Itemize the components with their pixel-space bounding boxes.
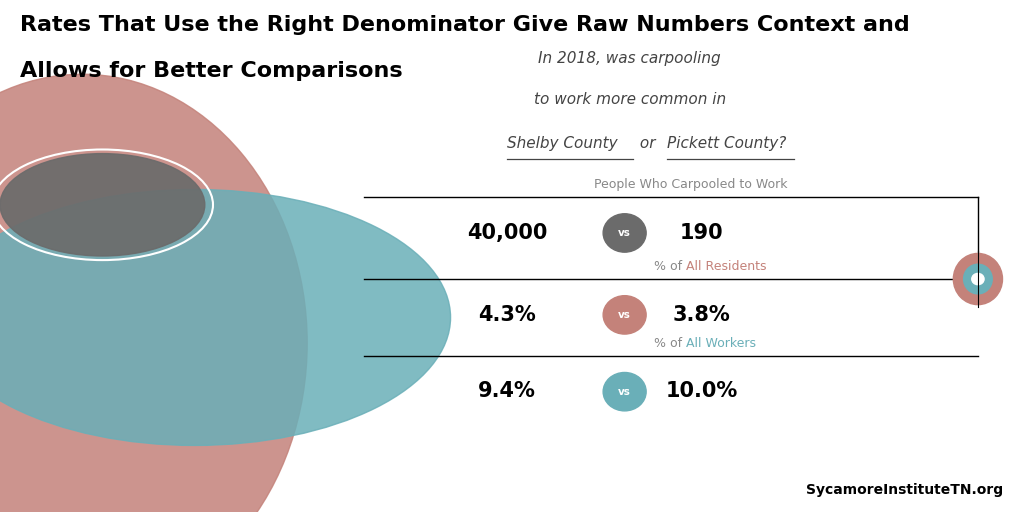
Ellipse shape — [953, 253, 1002, 305]
Text: vs: vs — [618, 228, 631, 238]
Text: or: or — [635, 136, 660, 151]
Text: People Who Carpooled to Work: People Who Carpooled to Work — [595, 178, 787, 191]
Ellipse shape — [603, 296, 646, 334]
Text: to work more common in: to work more common in — [534, 92, 726, 107]
Text: 190: 190 — [680, 223, 723, 243]
Ellipse shape — [603, 214, 646, 252]
Text: Allows for Better Comparisons: Allows for Better Comparisons — [20, 61, 403, 81]
Circle shape — [0, 189, 451, 445]
Text: All Residents: All Residents — [686, 260, 767, 273]
Ellipse shape — [603, 373, 646, 411]
Text: 4.3%: 4.3% — [478, 305, 536, 325]
Text: vs: vs — [618, 310, 631, 320]
Text: % of: % of — [654, 337, 686, 350]
Text: 9.4%: 9.4% — [478, 381, 536, 401]
Text: All Workers: All Workers — [686, 337, 756, 350]
Ellipse shape — [964, 264, 992, 294]
Text: In 2018, was carpooling: In 2018, was carpooling — [539, 51, 721, 66]
Ellipse shape — [972, 273, 984, 285]
Circle shape — [0, 154, 205, 256]
Text: vs: vs — [618, 387, 631, 397]
Text: Rates That Use the Right Denominator Give Raw Numbers Context and: Rates That Use the Right Denominator Giv… — [20, 15, 910, 35]
Text: Pickett County?: Pickett County? — [667, 136, 786, 151]
Text: SycamoreInstituteTN.org: SycamoreInstituteTN.org — [806, 483, 1004, 497]
Text: 3.8%: 3.8% — [673, 305, 730, 325]
Text: % of: % of — [654, 260, 686, 273]
Text: 10.0%: 10.0% — [666, 381, 737, 401]
Ellipse shape — [0, 74, 307, 512]
Text: Shelby County: Shelby County — [507, 136, 617, 151]
Text: 40,000: 40,000 — [467, 223, 547, 243]
